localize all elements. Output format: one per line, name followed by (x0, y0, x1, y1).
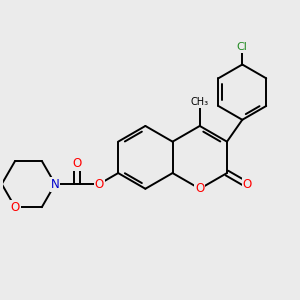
Text: O: O (73, 157, 82, 170)
Text: N: N (51, 178, 59, 190)
Text: O: O (94, 178, 104, 190)
Text: O: O (243, 178, 252, 191)
Text: Cl: Cl (237, 42, 248, 52)
Text: O: O (11, 201, 20, 214)
Text: CH₃: CH₃ (191, 97, 209, 107)
Text: O: O (195, 182, 204, 195)
